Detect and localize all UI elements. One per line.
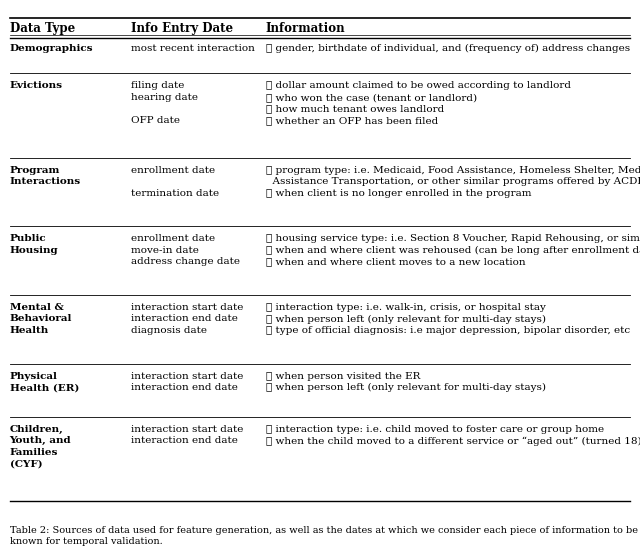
Text: Information: Information [266,22,345,35]
Text: ➤ gender, birthdate of individual, and (frequency of) address changes: ➤ gender, birthdate of individual, and (… [266,44,630,53]
Text: Children,
Youth, and
Families
(CYF): Children, Youth, and Families (CYF) [10,425,71,468]
Text: ➤ program type: i.e. Medicaid, Food Assistance, Homeless Shelter, Medical
  Assi: ➤ program type: i.e. Medicaid, Food Assi… [266,165,640,198]
Text: Physical
Health (ER): Physical Health (ER) [10,372,79,392]
Text: interaction start date
interaction end date: interaction start date interaction end d… [131,372,244,392]
Text: Data Type: Data Type [10,22,75,35]
Text: enrollment date
move-in date
address change date: enrollment date move-in date address cha… [131,235,240,266]
Text: Info Entry Date: Info Entry Date [131,22,234,35]
Text: Demographics: Demographics [10,44,93,53]
Text: interaction start date
interaction end date: interaction start date interaction end d… [131,425,244,445]
Text: Table 2: Sources of data used for feature generation, as well as the dates at wh: Table 2: Sources of data used for featur… [10,526,637,546]
Text: most recent interaction: most recent interaction [131,44,255,53]
Text: ➤ dollar amount claimed to be owed according to landlord
➤ who won the case (ten: ➤ dollar amount claimed to be owed accor… [266,82,571,125]
Text: filing date
hearing date

OFP date: filing date hearing date OFP date [131,82,198,125]
Text: Mental &
Behavioral
Health: Mental & Behavioral Health [10,303,72,335]
Text: enrollment date

termination date: enrollment date termination date [131,165,220,198]
Text: Program
Interactions: Program Interactions [10,165,81,186]
Text: Public
Housing: Public Housing [10,235,58,255]
Text: interaction start date
interaction end date
diagnosis date: interaction start date interaction end d… [131,303,244,335]
Text: Evictions: Evictions [10,82,63,90]
Text: ➤ housing service type: i.e. Section 8 Voucher, Rapid Rehousing, or similar
➤ wh: ➤ housing service type: i.e. Section 8 V… [266,235,640,266]
Text: ➤ interaction type: i.e. child moved to foster care or group home
➤ when the chi: ➤ interaction type: i.e. child moved to … [266,425,640,446]
Text: ➤ when person visited the ER
➤ when person left (only relevant for multi-day sta: ➤ when person visited the ER ➤ when pers… [266,372,545,392]
Text: ➤ interaction type: i.e. walk-in, crisis, or hospital stay
➤ when person left (o: ➤ interaction type: i.e. walk-in, crisis… [266,303,630,335]
